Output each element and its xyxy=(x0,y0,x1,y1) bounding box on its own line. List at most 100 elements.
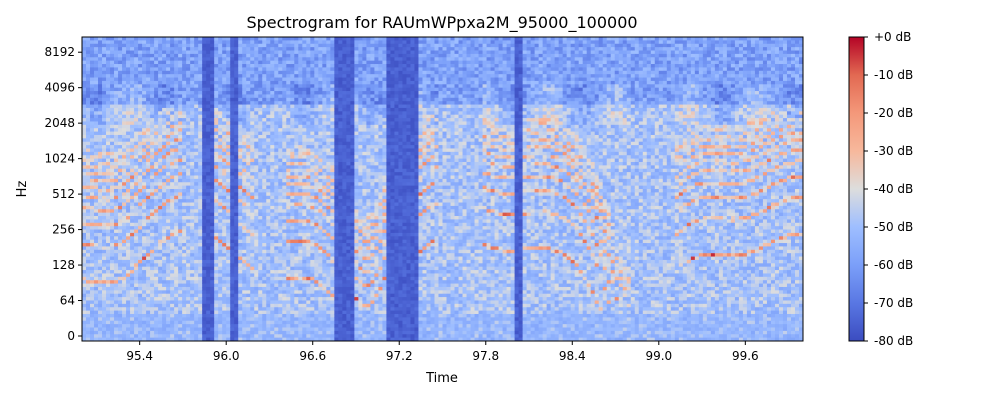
heatmap-cell xyxy=(242,276,247,281)
heatmap-cell xyxy=(138,178,143,183)
heatmap-cell xyxy=(250,87,255,92)
heatmap-cell xyxy=(186,226,191,230)
heatmap-cell xyxy=(118,60,123,65)
heatmap-cell xyxy=(122,293,127,298)
heatmap-cell xyxy=(230,216,235,220)
heatmap-cell xyxy=(266,226,271,230)
heatmap-cell xyxy=(270,273,275,278)
heatmap-cell xyxy=(290,324,295,328)
heatmap-cell xyxy=(162,40,167,45)
heatmap-cell xyxy=(210,151,215,156)
heatmap-cell xyxy=(90,124,95,129)
heatmap-cell xyxy=(154,128,159,132)
heatmap-cell xyxy=(242,327,247,332)
heatmap-cell xyxy=(118,310,123,315)
heatmap-cell xyxy=(166,334,171,339)
heatmap-cell xyxy=(82,104,87,109)
heatmap-cell xyxy=(102,141,107,146)
heatmap-cell xyxy=(154,246,159,251)
heatmap-cell xyxy=(178,286,183,291)
heatmap-cell xyxy=(266,77,271,82)
heatmap-cell xyxy=(258,266,263,271)
heatmap-cell xyxy=(118,317,123,322)
heatmap-cell xyxy=(170,283,175,288)
heatmap-cell xyxy=(270,256,275,261)
heatmap-cell xyxy=(290,47,295,51)
heatmap-cell xyxy=(214,104,219,109)
heatmap-cell xyxy=(282,310,287,315)
heatmap-cell xyxy=(210,307,215,311)
heatmap-cell xyxy=(158,212,163,217)
heatmap-cell xyxy=(270,222,275,227)
heatmap-cell xyxy=(82,256,87,261)
heatmap-cell xyxy=(118,91,123,95)
heatmap-cell xyxy=(286,161,291,166)
heatmap-cell xyxy=(150,47,155,51)
heatmap-cell xyxy=(82,155,87,159)
heatmap-cell xyxy=(150,91,155,95)
heatmap-cell xyxy=(266,229,271,234)
heatmap-cell xyxy=(190,151,195,156)
heatmap-cell xyxy=(230,280,235,284)
heatmap-cell xyxy=(214,50,219,55)
heatmap-cell xyxy=(134,192,139,197)
heatmap-cell xyxy=(146,313,151,318)
heatmap-cell xyxy=(142,256,147,261)
heatmap-cell xyxy=(122,334,127,339)
heatmap-cell xyxy=(262,236,267,241)
heatmap-cell xyxy=(206,111,211,116)
heatmap-cell xyxy=(162,107,167,112)
heatmap-cell xyxy=(90,87,95,92)
heatmap-cell xyxy=(218,199,223,203)
heatmap-cell xyxy=(98,64,103,68)
heatmap-cell xyxy=(186,148,191,153)
heatmap-cell xyxy=(298,293,303,298)
heatmap-cell xyxy=(126,60,131,65)
heatmap-cell xyxy=(174,239,179,244)
heatmap-cell xyxy=(174,253,179,257)
heatmap-cell xyxy=(198,192,203,197)
heatmap-cell xyxy=(82,40,87,45)
heatmap-cell xyxy=(182,57,187,62)
heatmap-cell xyxy=(290,182,295,187)
heatmap-cell xyxy=(106,178,111,183)
heatmap-cell xyxy=(158,283,163,288)
heatmap-cell xyxy=(218,253,223,257)
heatmap-cell xyxy=(278,317,283,322)
heatmap-cell xyxy=(110,70,115,75)
heatmap-cell xyxy=(90,317,95,322)
heatmap-cell xyxy=(294,212,299,217)
heatmap-cell xyxy=(142,320,147,325)
heatmap-cell xyxy=(186,246,191,251)
heatmap-cell xyxy=(270,155,275,159)
heatmap-cell xyxy=(118,97,123,102)
heatmap-cell xyxy=(106,50,111,55)
heatmap-cell xyxy=(94,327,99,332)
heatmap-cell xyxy=(202,283,207,288)
heatmap-cell xyxy=(202,202,207,207)
heatmap-cell xyxy=(266,243,271,247)
heatmap-cell xyxy=(102,266,107,271)
heatmap-cell xyxy=(110,128,115,132)
heatmap-cell xyxy=(210,104,215,109)
heatmap-cell xyxy=(178,178,183,183)
heatmap-cell xyxy=(298,151,303,156)
heatmap-cell xyxy=(158,189,163,193)
heatmap-cell xyxy=(138,313,143,318)
heatmap-cell xyxy=(114,80,119,85)
heatmap-cell xyxy=(150,131,155,136)
heatmap-cell xyxy=(258,293,263,298)
heatmap-cell xyxy=(178,168,183,173)
heatmap-cell xyxy=(242,50,247,55)
heatmap-cell xyxy=(110,40,115,45)
heatmap-cell xyxy=(86,60,91,65)
heatmap-cell xyxy=(86,131,91,136)
heatmap-cell xyxy=(98,50,103,55)
heatmap-cell xyxy=(270,283,275,288)
heatmap-cell xyxy=(186,168,191,173)
heatmap-cell xyxy=(126,40,131,45)
heatmap-cell xyxy=(286,64,291,68)
heatmap-cell xyxy=(218,40,223,45)
heatmap-cell xyxy=(162,293,167,298)
heatmap-cell xyxy=(178,280,183,284)
